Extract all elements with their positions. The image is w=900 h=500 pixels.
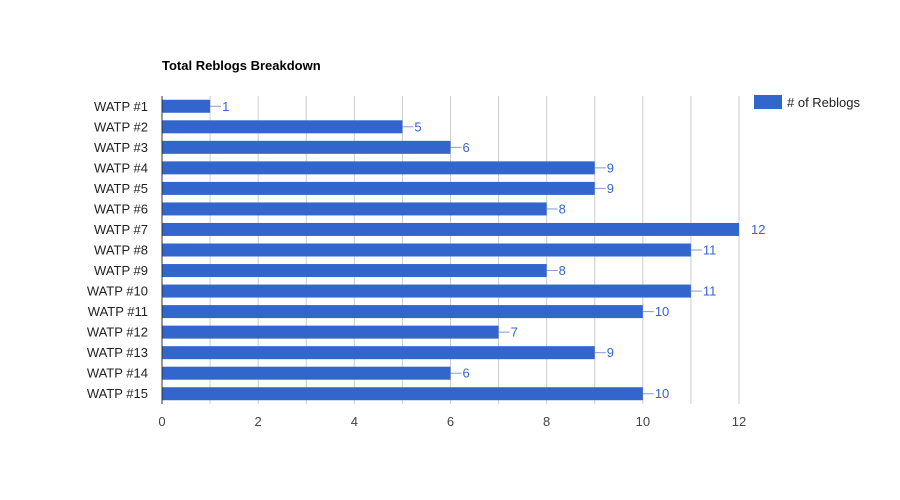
data-label: 9	[607, 181, 614, 196]
bar[interactable]	[162, 366, 451, 380]
x-tick-label: 4	[351, 414, 358, 429]
data-label: 1	[222, 99, 229, 114]
data-label: 5	[414, 119, 421, 134]
bar[interactable]	[162, 243, 691, 257]
data-label: 11	[703, 284, 717, 299]
bar[interactable]	[162, 264, 547, 278]
category-label: WATP #11	[88, 304, 148, 319]
data-label: 11	[703, 243, 717, 258]
category-label: WATP #4	[94, 160, 148, 175]
bar[interactable]	[162, 120, 403, 134]
x-tick-label: 0	[158, 414, 165, 429]
category-labels: WATP #1 WATP #2 WATP #3 WATP #4 WATP #5 WATP …	[87, 99, 148, 401]
bar[interactable]	[162, 305, 643, 319]
x-tick-label: 10	[636, 414, 650, 429]
bar[interactable]	[162, 346, 595, 360]
bar[interactable]	[162, 284, 691, 298]
x-tick-label: 12	[732, 414, 746, 429]
chart-title: Total Reblogs Breakdown	[162, 58, 321, 73]
bars	[162, 99, 739, 401]
data-label: 10	[655, 304, 669, 319]
category-label: WATP #12	[87, 325, 148, 340]
category-label: WATP #1	[94, 99, 148, 114]
data-labels: 1 5 6 9 9 8 12 11 8 11 10 7 9 6 10	[210, 99, 765, 401]
data-label: 6	[463, 366, 470, 381]
data-label: 9	[607, 345, 614, 360]
category-label: WATP #10	[87, 284, 148, 299]
bar[interactable]	[162, 202, 547, 216]
data-label: 6	[463, 140, 470, 155]
bar[interactable]	[162, 140, 451, 154]
category-label: WATP #15	[87, 386, 148, 401]
x-tick-label: 2	[255, 414, 262, 429]
bar[interactable]	[162, 99, 211, 113]
category-label: WATP #7	[94, 222, 148, 237]
bar[interactable]	[162, 325, 499, 339]
bar[interactable]	[162, 222, 739, 236]
category-label: WATP #9	[94, 263, 148, 278]
data-label: 10	[655, 386, 669, 401]
category-label: WATP #13	[87, 345, 148, 360]
data-label: 12	[751, 222, 765, 237]
data-label: 8	[559, 263, 566, 278]
category-label: WATP #8	[94, 243, 148, 258]
bar[interactable]	[162, 387, 643, 401]
data-label: 7	[511, 325, 518, 340]
legend-label: # of Reblogs	[787, 95, 860, 110]
bar[interactable]	[162, 181, 595, 195]
data-label: 9	[607, 160, 614, 175]
x-tick-label: 8	[543, 414, 550, 429]
legend[interactable]: # of Reblogs	[754, 95, 860, 110]
bar[interactable]	[162, 161, 595, 175]
category-label: WATP #3	[94, 140, 148, 155]
category-label: WATP #2	[94, 119, 148, 134]
legend-swatch	[754, 95, 782, 109]
x-axis-ticks: 0 2 4 6 8 10 12	[158, 414, 746, 429]
data-label: 8	[559, 201, 566, 216]
x-tick-label: 6	[447, 414, 454, 429]
category-label: WATP #6	[94, 201, 148, 216]
category-label: WATP #14	[87, 366, 148, 381]
category-label: WATP #5	[94, 181, 148, 196]
